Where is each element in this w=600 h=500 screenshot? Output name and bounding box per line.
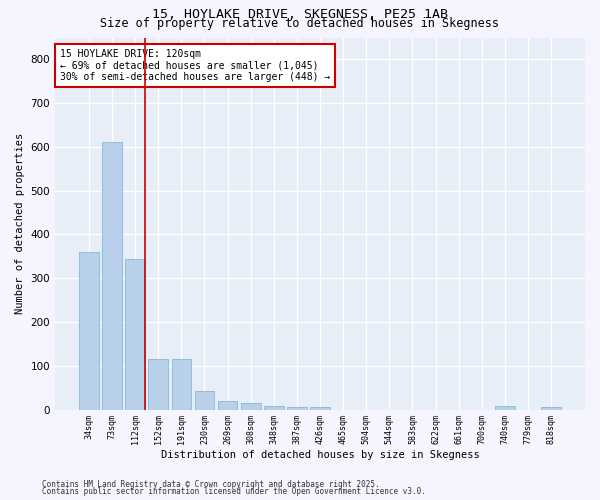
Bar (310, 407, 330, 410)
Bar (148, 359, 168, 410)
Text: Size of property relative to detached houses in Skegness: Size of property relative to detached ho… (101, 18, 499, 30)
Bar (287, 407, 307, 410)
Bar (79, 252, 99, 410)
Y-axis label: Number of detached properties: Number of detached properties (15, 133, 25, 314)
Bar (194, 391, 214, 409)
Text: 15 HOYLAKE DRIVE: 120sqm
← 69% of detached houses are smaller (1,045)
30% of sem: 15 HOYLAKE DRIVE: 120sqm ← 69% of detach… (61, 48, 331, 82)
Text: 15, HOYLAKE DRIVE, SKEGNESS, PE25 1AB: 15, HOYLAKE DRIVE, SKEGNESS, PE25 1AB (152, 8, 448, 20)
Text: Contains HM Land Registry data © Crown copyright and database right 2025.: Contains HM Land Registry data © Crown c… (42, 480, 380, 489)
Bar (241, 402, 260, 409)
Bar (264, 406, 284, 409)
Text: Contains public sector information licensed under the Open Government Licence v3: Contains public sector information licen… (42, 488, 426, 496)
Bar (495, 406, 515, 409)
Bar (541, 407, 561, 410)
Bar (102, 142, 122, 409)
X-axis label: Distribution of detached houses by size in Skegness: Distribution of detached houses by size … (161, 450, 479, 460)
Bar (172, 359, 191, 410)
Bar (218, 401, 238, 409)
Bar (125, 260, 145, 410)
